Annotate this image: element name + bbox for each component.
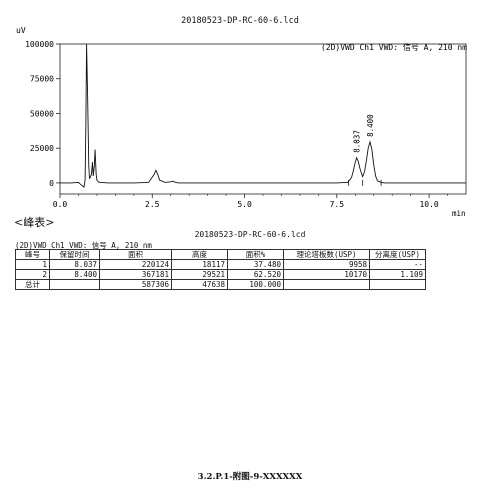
chromatogram-title: 20180523-DP-RC-60-6.lcd xyxy=(181,16,299,26)
header-resolution: 分离度(USP) xyxy=(369,249,426,260)
cell-retention-time: 8.400 xyxy=(49,269,100,280)
plot-frame xyxy=(59,43,467,195)
header-plates: 理论塔板数(USP) xyxy=(283,249,370,260)
table-row: 1 8.037 220124 18117 37.480 9958 -- xyxy=(15,259,426,270)
y-tick-label: 25000 xyxy=(30,144,54,153)
page-footer: 3.2.P.1-附图-9-XXXXXX xyxy=(197,472,303,482)
y-tick-label: 100000 xyxy=(25,40,54,49)
header-height: 高度 xyxy=(171,249,228,260)
cell-total-label: 总计 xyxy=(15,279,50,290)
x-tick-label: 5.0 xyxy=(237,200,252,209)
y-axis-label: uV xyxy=(16,26,26,35)
y-axis: 0 25000 50000 75000 100000 xyxy=(25,40,60,188)
peak-label: 8.037 xyxy=(353,130,362,153)
header-retention-time: 保留时间 xyxy=(49,249,100,260)
chromatogram-trace xyxy=(60,43,466,188)
x-tick-label: 10.0 xyxy=(419,200,438,209)
x-tick-label: 0.0 xyxy=(53,200,68,209)
cell-resolution xyxy=(369,279,426,290)
cell-plates: 9958 xyxy=(283,259,370,270)
cell-peak-no: 1 xyxy=(15,259,50,270)
peak-labels: 8.037 8.400 xyxy=(353,114,375,153)
cell-area-percent: 100.000 xyxy=(227,279,284,290)
cell-height: 47638 xyxy=(171,279,228,290)
cell-retention-time xyxy=(49,279,100,290)
integration-marks xyxy=(348,179,382,186)
header-area-percent: 面积% xyxy=(227,249,284,260)
x-axis-label: min xyxy=(452,209,466,218)
table-total-row: 总计 587306 47638 100.000 xyxy=(15,279,426,290)
table-subtitle: (2D)VWD Ch1 VWD: 信号 A, 210 nm xyxy=(15,241,152,250)
cell-resolution: 1.109 xyxy=(369,269,426,280)
cell-height: 29521 xyxy=(171,269,228,280)
table-title: 20180523-DP-RC-60-6.lcd xyxy=(194,230,306,239)
table-header-row: 峰号 保留时间 面积 高度 面积% 理论塔板数(USP) 分离度(USP) xyxy=(15,249,426,260)
plot-border xyxy=(59,43,467,195)
header-peak-no: 峰号 xyxy=(15,249,50,260)
x-tick-label: 7.5 xyxy=(330,200,345,209)
y-tick-label: 75000 xyxy=(30,75,54,84)
cell-area: 367181 xyxy=(99,269,172,280)
cell-resolution: -- xyxy=(369,259,426,270)
x-axis: 0.0 2.5 5.0 7.5 10.0 xyxy=(53,194,448,209)
cell-plates: 10170 xyxy=(283,269,370,280)
cell-plates xyxy=(283,279,370,290)
header-area: 面积 xyxy=(99,249,172,260)
peak-table: 峰号 保留时间 面积 高度 面积% 理论塔板数(USP) 分离度(USP) 1 … xyxy=(15,249,426,290)
cell-area: 220124 xyxy=(99,259,172,270)
y-tick-label: 0 xyxy=(49,179,54,188)
cell-retention-time: 8.037 xyxy=(49,259,100,270)
peak-label: 8.400 xyxy=(366,114,375,137)
cell-area: 587306 xyxy=(99,279,172,290)
x-tick-label: 2.5 xyxy=(145,200,160,209)
signal-label: (2D)VWD Ch1 VWD: 信号 A, 210 nm xyxy=(321,42,467,52)
cell-area-percent: 37.480 xyxy=(227,259,284,270)
cell-peak-no: 2 xyxy=(15,269,50,280)
y-tick-label: 50000 xyxy=(30,109,54,118)
cell-height: 18117 xyxy=(171,259,228,270)
cell-area-percent: 62.520 xyxy=(227,269,284,280)
table-row: 2 8.400 367181 29521 62.520 10170 1.109 xyxy=(15,269,426,280)
peak-table-heading: <峰表> xyxy=(14,216,55,229)
